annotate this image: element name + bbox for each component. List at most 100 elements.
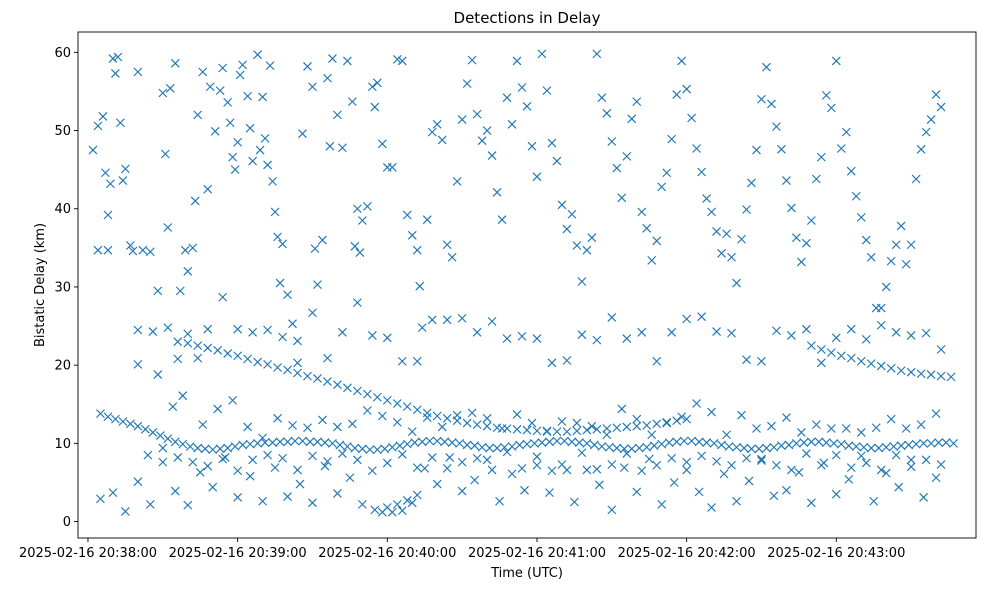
data-point	[447, 438, 457, 447]
data-point	[931, 473, 941, 483]
data-point	[949, 438, 958, 448]
data-point	[323, 456, 332, 466]
data-point	[158, 88, 168, 98]
data-point	[811, 420, 821, 430]
data-point	[816, 152, 826, 162]
data-point	[767, 99, 776, 109]
data-point	[694, 487, 704, 497]
data-point	[782, 485, 791, 495]
y-axis: 0 10 20 30 40 50 60	[54, 46, 78, 530]
data-point	[632, 421, 642, 431]
data-point	[652, 356, 662, 366]
y-tick-label: 20	[54, 359, 71, 374]
data-point	[382, 395, 392, 405]
data-point	[437, 135, 447, 145]
data-point	[223, 97, 233, 107]
data-point	[335, 440, 345, 450]
data-point	[502, 93, 512, 103]
data-point	[113, 52, 123, 62]
data-point	[303, 423, 312, 433]
data-point	[622, 151, 632, 161]
data-point	[198, 420, 208, 430]
data-point	[168, 402, 178, 412]
data-point	[175, 286, 185, 296]
data-point	[133, 477, 143, 487]
data-point	[517, 331, 527, 341]
data-point	[687, 113, 697, 123]
data-point	[752, 424, 761, 433]
data-point	[497, 424, 507, 433]
data-point	[787, 331, 796, 340]
data-point	[747, 444, 756, 454]
data-point	[370, 102, 380, 112]
data-point	[298, 436, 307, 446]
data-point	[357, 444, 367, 454]
x-tick-label: 2025-02-16 20:40:00	[318, 546, 456, 561]
data-point	[936, 460, 946, 469]
data-point	[876, 465, 886, 475]
data-point	[487, 465, 497, 475]
data-point	[173, 337, 183, 347]
data-point	[567, 437, 577, 447]
data-point	[869, 496, 879, 506]
data-point	[522, 439, 532, 449]
data-point	[313, 437, 322, 447]
data-point	[338, 327, 347, 337]
data-point	[357, 216, 367, 225]
data-point	[577, 277, 587, 286]
plot-area	[78, 32, 976, 538]
data-point	[472, 327, 482, 337]
data-point	[180, 245, 190, 255]
data-point	[283, 290, 292, 300]
data-point	[190, 196, 200, 206]
data-point	[712, 227, 721, 236]
data-point	[415, 281, 425, 291]
data-point	[128, 246, 138, 256]
data-point	[472, 420, 482, 430]
data-point	[407, 230, 417, 240]
data-point	[642, 223, 652, 233]
data-point	[727, 460, 736, 470]
data-point	[350, 241, 360, 251]
data-point	[732, 278, 741, 288]
data-point	[732, 442, 741, 452]
data-point	[767, 421, 776, 431]
data-point	[497, 215, 507, 225]
data-point	[662, 168, 672, 178]
data-point	[682, 84, 692, 94]
data-point	[801, 238, 811, 248]
data-point	[642, 420, 652, 430]
y-tick-label: 0	[63, 515, 71, 530]
data-point	[891, 450, 901, 460]
data-point	[293, 336, 302, 346]
data-point	[777, 441, 786, 451]
data-point	[762, 62, 771, 72]
data-point	[153, 286, 163, 296]
data-point	[111, 69, 120, 78]
data-point	[859, 442, 869, 452]
data-point	[921, 328, 931, 338]
data-point	[106, 179, 115, 189]
data-point	[874, 443, 884, 453]
data-point	[607, 460, 617, 469]
data-point	[118, 176, 128, 186]
data-point	[787, 203, 796, 213]
data-point	[856, 428, 866, 437]
data-point	[844, 474, 854, 484]
data-point	[163, 323, 173, 333]
data-point	[672, 437, 682, 447]
data-point	[622, 334, 632, 343]
data-point	[769, 442, 779, 452]
data-point	[407, 498, 417, 508]
data-point	[447, 252, 457, 262]
data-point	[856, 451, 866, 461]
data-point	[931, 90, 941, 99]
data-point	[120, 507, 130, 516]
data-point	[103, 245, 113, 255]
data-point	[218, 454, 228, 464]
data-point	[694, 437, 704, 447]
data-point	[233, 137, 243, 147]
data-point	[253, 357, 263, 367]
data-point	[328, 438, 337, 448]
data-point	[821, 90, 831, 100]
